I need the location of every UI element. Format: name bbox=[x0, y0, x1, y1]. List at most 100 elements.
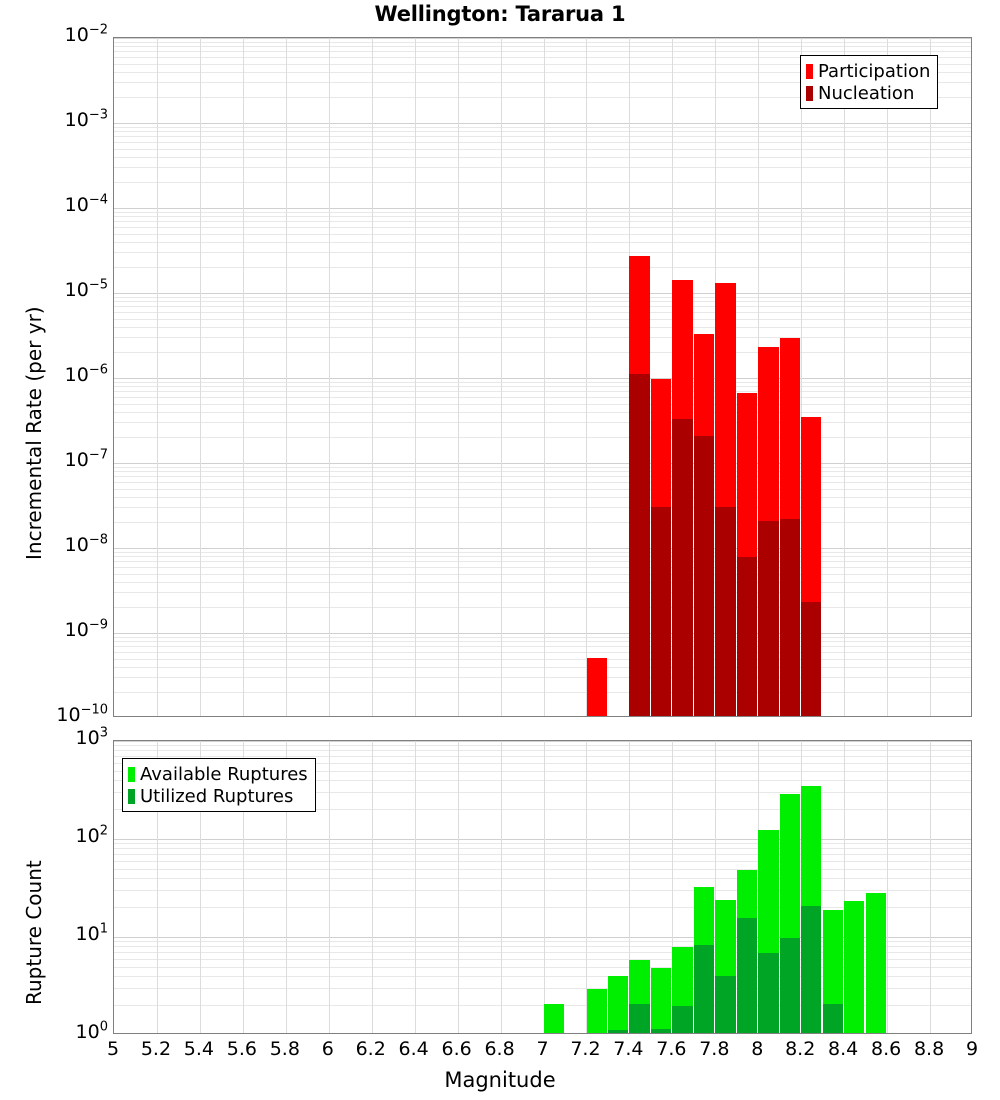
x-tick-label: 5.8 bbox=[269, 1038, 300, 1060]
gridline-horizontal bbox=[114, 959, 971, 960]
legend-swatch-utilized bbox=[128, 788, 135, 804]
gridline-horizontal bbox=[114, 561, 971, 562]
bars-rupture-count bbox=[114, 741, 971, 1033]
gridline-horizontal bbox=[114, 131, 971, 132]
gridline-vertical bbox=[458, 38, 459, 716]
gridline-horizontal bbox=[114, 659, 971, 660]
gridline-horizontal bbox=[114, 227, 971, 228]
y-tick-label: 10−4 bbox=[64, 192, 108, 216]
gridline-horizontal bbox=[114, 149, 971, 150]
bar-nucleation bbox=[693, 436, 715, 716]
gridline-horizontal bbox=[114, 182, 971, 183]
x-axis-label: Magnitude bbox=[444, 1068, 556, 1092]
gridline-horizontal bbox=[114, 422, 971, 423]
gridline-vertical bbox=[157, 38, 158, 716]
gridline-horizontal bbox=[114, 637, 971, 638]
gridline-vertical bbox=[586, 741, 587, 1033]
legend-label-participation: Participation bbox=[818, 60, 931, 82]
legend-item-available-ruptures[interactable]: Available Ruptures bbox=[128, 763, 308, 785]
gridline-horizontal bbox=[114, 497, 971, 498]
gridline-horizontal bbox=[114, 319, 971, 320]
gridline-horizontal bbox=[114, 952, 971, 953]
bar-utilized-ruptures bbox=[715, 976, 736, 1033]
x-tick-label: 8.2 bbox=[785, 1038, 816, 1060]
gridline-vertical bbox=[501, 38, 502, 716]
x-tick-label: 6.4 bbox=[398, 1038, 429, 1060]
gridline-horizontal bbox=[114, 552, 971, 553]
gridline-vertical bbox=[243, 741, 244, 1033]
gridline-vertical bbox=[544, 741, 545, 1033]
gridline-horizontal bbox=[114, 750, 971, 751]
gridline-horizontal bbox=[114, 252, 971, 253]
gridline-horizontal bbox=[114, 404, 971, 405]
gridline-horizontal bbox=[114, 293, 971, 294]
bar-available-ruptures bbox=[543, 1003, 564, 1033]
bar-utilized-ruptures bbox=[650, 1028, 672, 1033]
x-tick-label: 5.2 bbox=[140, 1038, 172, 1060]
gridline-vertical bbox=[415, 38, 416, 716]
y-tick-label: 10−8 bbox=[64, 532, 108, 556]
x-tick-label: 7.6 bbox=[656, 1038, 687, 1060]
y-tick-label: 10−9 bbox=[64, 617, 108, 641]
gridline-horizontal bbox=[114, 567, 971, 568]
gridline-horizontal bbox=[114, 136, 971, 137]
gridline-horizontal bbox=[114, 437, 971, 438]
legend-swatch-participation bbox=[806, 63, 813, 79]
legend-item-nucleation[interactable]: Nucleation bbox=[806, 82, 930, 104]
legend-rupture-count: Available Ruptures Utilized Ruptures bbox=[122, 758, 316, 812]
x-tick-label: 9 bbox=[965, 1038, 979, 1060]
bar-utilized-ruptures bbox=[758, 953, 779, 1033]
gridline-horizontal bbox=[114, 574, 971, 575]
gridline-horizontal bbox=[114, 127, 971, 128]
x-tick-label: 5.4 bbox=[183, 1038, 214, 1060]
gridline-vertical bbox=[930, 741, 931, 1033]
gridline-vertical bbox=[243, 38, 244, 716]
gridline-horizontal bbox=[114, 57, 971, 58]
gridline-horizontal bbox=[114, 476, 971, 477]
bar-available-ruptures bbox=[822, 910, 843, 1033]
gridline-horizontal bbox=[114, 46, 971, 47]
gridline-horizontal bbox=[114, 848, 971, 849]
gridline-vertical bbox=[200, 741, 201, 1033]
gridline-horizontal bbox=[114, 391, 971, 392]
gridline-horizontal bbox=[114, 482, 971, 483]
gridline-horizontal bbox=[114, 234, 971, 235]
gridline-horizontal bbox=[114, 208, 971, 209]
y-tick-label: 10−10 bbox=[56, 702, 108, 726]
gridline-horizontal bbox=[114, 463, 971, 464]
gridline-horizontal bbox=[114, 907, 971, 908]
incremental-rate-plot bbox=[113, 37, 972, 717]
gridline-horizontal bbox=[114, 780, 971, 781]
x-tick-label: 6.2 bbox=[355, 1038, 386, 1060]
legend-label-nucleation: Nucleation bbox=[818, 82, 915, 104]
gridline-vertical bbox=[372, 38, 373, 716]
bar-available-ruptures bbox=[586, 989, 607, 1033]
gridline-horizontal bbox=[114, 988, 971, 989]
gridline-vertical bbox=[501, 741, 502, 1033]
gridline-vertical bbox=[329, 741, 330, 1033]
page-title: Wellington: Tararua 1 bbox=[374, 2, 626, 26]
gridline-vertical bbox=[844, 741, 845, 1033]
gridline-horizontal bbox=[114, 941, 971, 942]
gridline-horizontal bbox=[114, 64, 971, 65]
gridline-horizontal bbox=[114, 38, 971, 39]
gridline-horizontal bbox=[114, 352, 971, 353]
gridline-horizontal bbox=[114, 471, 971, 472]
legend-item-utilized-ruptures[interactable]: Utilized Ruptures bbox=[128, 785, 308, 807]
gridline-horizontal bbox=[114, 792, 971, 793]
gridline-vertical bbox=[672, 741, 673, 1033]
legend-item-participation[interactable]: Participation bbox=[806, 60, 930, 82]
gridline-vertical bbox=[157, 741, 158, 1033]
gridline-horizontal bbox=[114, 592, 971, 593]
gridline-horizontal bbox=[114, 641, 971, 642]
gridline-horizontal bbox=[114, 242, 971, 243]
x-tick-label: 7.8 bbox=[699, 1038, 730, 1060]
gridline-horizontal bbox=[114, 221, 971, 222]
gridline-horizontal bbox=[114, 646, 971, 647]
gridline-horizontal bbox=[114, 854, 971, 855]
gridline-vertical bbox=[887, 38, 888, 716]
gridline-horizontal bbox=[114, 745, 971, 746]
bar-utilized-ruptures bbox=[672, 1005, 693, 1033]
gridline-horizontal bbox=[114, 97, 971, 98]
